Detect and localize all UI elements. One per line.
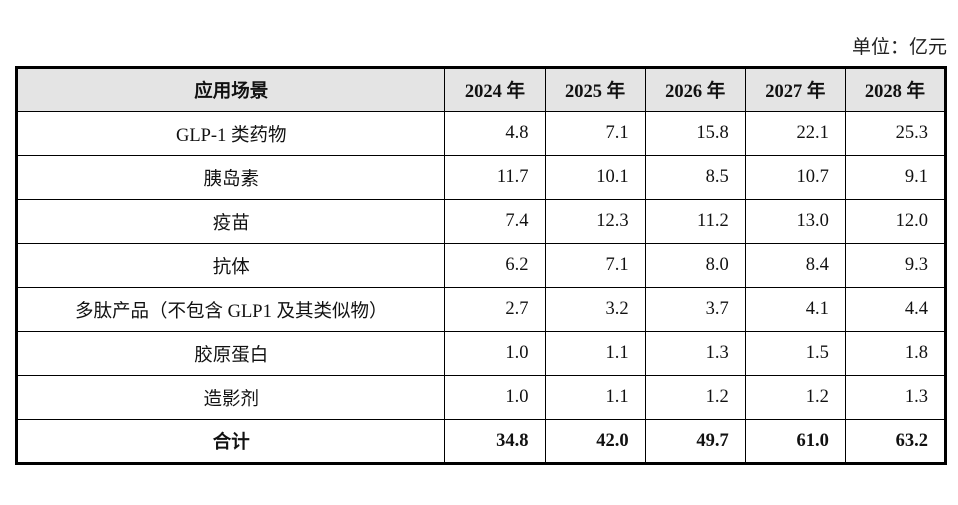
value-cell: 1.2 bbox=[644, 375, 746, 420]
value-cell: 25.3 bbox=[844, 111, 947, 156]
value-cell: 34.8 bbox=[444, 419, 546, 464]
value-cell: 1.0 bbox=[444, 375, 546, 420]
value-cell: 2.7 bbox=[444, 287, 546, 332]
value-cell: 10.1 bbox=[544, 155, 646, 200]
value-cell: 6.2 bbox=[444, 243, 546, 288]
row-label: 造影剂 bbox=[15, 375, 446, 420]
value-cell: 11.7 bbox=[444, 155, 546, 200]
value-cell: 4.1 bbox=[744, 287, 846, 332]
row-label: 胰岛素 bbox=[15, 155, 446, 200]
value-cell: 4.4 bbox=[844, 287, 947, 332]
value-cell: 7.4 bbox=[444, 199, 546, 244]
row-label: 胶原蛋白 bbox=[15, 331, 446, 376]
row-label: GLP-1 类药物 bbox=[15, 111, 446, 156]
table-row: 造影剂 1.0 1.1 1.2 1.2 1.3 bbox=[15, 375, 947, 420]
value-cell: 22.1 bbox=[744, 111, 846, 156]
value-cell: 42.0 bbox=[544, 419, 646, 464]
value-cell: 1.0 bbox=[444, 331, 546, 376]
value-cell: 3.2 bbox=[544, 287, 646, 332]
value-cell: 9.3 bbox=[844, 243, 947, 288]
value-cell: 63.2 bbox=[844, 419, 947, 464]
value-cell: 3.7 bbox=[644, 287, 746, 332]
value-cell: 15.8 bbox=[644, 111, 746, 156]
row-label: 抗体 bbox=[15, 243, 446, 288]
header-cell-year: 2025 年 bbox=[544, 67, 646, 112]
table-body: GLP-1 类药物 4.8 7.1 15.8 22.1 25.3 胰岛素 11.7 10.1 8.… bbox=[15, 111, 947, 464]
table-row: GLP-1 类药物 4.8 7.1 15.8 22.1 25.3 bbox=[15, 111, 947, 156]
header-cell-year: 2027 年 bbox=[744, 67, 846, 112]
table-header: 应用场景 2024 年 2025 年 2026 年 2027 年 2028 年 bbox=[15, 67, 947, 112]
value-cell: 8.4 bbox=[744, 243, 846, 288]
value-cell: 9.1 bbox=[844, 155, 947, 200]
value-cell: 12.0 bbox=[844, 199, 947, 244]
value-cell: 7.1 bbox=[544, 111, 646, 156]
value-cell: 1.3 bbox=[644, 331, 746, 376]
table-row: 疫苗 7.4 12.3 11.2 13.0 12.0 bbox=[15, 199, 947, 244]
value-cell: 12.3 bbox=[544, 199, 646, 244]
table-row: 抗体 6.2 7.1 8.0 8.4 9.3 bbox=[15, 243, 947, 288]
header-row: 应用场景 2024 年 2025 年 2026 年 2027 年 2028 年 bbox=[15, 67, 947, 112]
row-label: 合计 bbox=[15, 419, 446, 464]
value-cell: 1.2 bbox=[744, 375, 846, 420]
value-cell: 11.2 bbox=[644, 199, 746, 244]
value-cell: 1.5 bbox=[744, 331, 846, 376]
forecast-table: 应用场景 2024 年 2025 年 2026 年 2027 年 2028 年 … bbox=[15, 66, 947, 465]
value-cell: 61.0 bbox=[744, 419, 846, 464]
value-cell: 1.1 bbox=[544, 375, 646, 420]
row-label: 多肽产品（不包含 GLP1 及其类似物） bbox=[15, 287, 446, 332]
value-cell: 1.3 bbox=[844, 375, 947, 420]
header-cell-year: 2026 年 bbox=[644, 67, 746, 112]
value-cell: 1.1 bbox=[544, 331, 646, 376]
value-cell: 8.5 bbox=[644, 155, 746, 200]
value-cell: 49.7 bbox=[644, 419, 746, 464]
value-cell: 10.7 bbox=[744, 155, 846, 200]
table-row: 多肽产品（不包含 GLP1 及其类似物） 2.7 3.2 3.7 4.1 4.4 bbox=[15, 287, 947, 332]
row-label: 疫苗 bbox=[15, 199, 446, 244]
value-cell: 13.0 bbox=[744, 199, 846, 244]
table-row: 胰岛素 11.7 10.1 8.5 10.7 9.1 bbox=[15, 155, 947, 200]
total-row: 合计 34.8 42.0 49.7 61.0 63.2 bbox=[15, 419, 947, 464]
value-cell: 1.8 bbox=[844, 331, 947, 376]
unit-label: 单位：亿元 bbox=[851, 37, 947, 58]
table-row: 胶原蛋白 1.0 1.1 1.3 1.5 1.8 bbox=[15, 331, 947, 376]
header-cell-scenario: 应用场景 bbox=[15, 67, 446, 112]
value-cell: 7.1 bbox=[544, 243, 646, 288]
header-cell-year: 2028 年 bbox=[844, 67, 947, 112]
value-cell: 8.0 bbox=[644, 243, 746, 288]
header-cell-year: 2024 年 bbox=[444, 67, 546, 112]
value-cell: 4.8 bbox=[444, 111, 546, 156]
